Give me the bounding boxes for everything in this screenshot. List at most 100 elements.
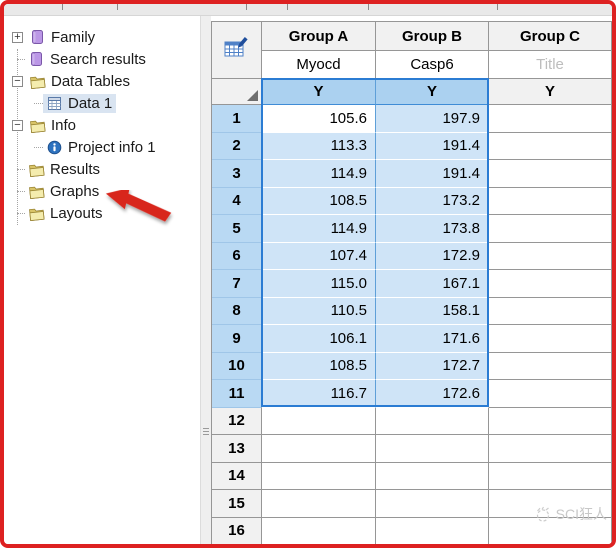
data-cell[interactable] — [262, 490, 376, 518]
column-header-group-a[interactable]: Group A — [262, 22, 376, 51]
data-cell[interactable] — [262, 407, 376, 435]
sidebar-item-body[interactable]: Results — [25, 160, 104, 179]
data-cell[interactable] — [489, 380, 612, 408]
row-header[interactable]: 15 — [212, 490, 262, 518]
data-cell[interactable] — [489, 297, 612, 325]
table-properties-button[interactable] — [212, 22, 262, 79]
data-cell[interactable]: 167.1 — [376, 270, 489, 298]
sidebar-item-layouts[interactable]: Layouts — [4, 202, 200, 224]
select-all-corner[interactable] — [212, 79, 262, 105]
sidebar-item-project-info-1[interactable]: Project info 1 — [4, 136, 200, 158]
data-cell[interactable] — [489, 435, 612, 463]
sidebar-item-body[interactable]: Family — [26, 28, 99, 47]
splitter-grip-icon[interactable] — [203, 426, 209, 437]
sidebar-item-body[interactable]: Search results — [25, 50, 150, 69]
data-cell[interactable]: 108.5 — [262, 187, 376, 215]
sidebar-item-data-1[interactable]: Data 1 — [4, 92, 200, 114]
row-header[interactable]: 2 — [212, 132, 262, 160]
data-cell[interactable] — [262, 462, 376, 490]
sidebar-item-body[interactable]: Project info 1 — [43, 138, 160, 157]
data-cell[interactable] — [376, 462, 489, 490]
column-subtitle-group-a[interactable]: Myocd — [262, 51, 376, 79]
row-header[interactable]: 7 — [212, 270, 262, 298]
row-header[interactable]: 10 — [212, 352, 262, 380]
data-cell[interactable]: 114.9 — [262, 215, 376, 243]
sidebar-item-family[interactable]: + Family — [4, 26, 200, 48]
data-cell[interactable]: 172.6 — [376, 380, 489, 408]
folder-icon — [28, 117, 46, 133]
sidebar-item-results[interactable]: Results — [4, 158, 200, 180]
row-header[interactable]: 11 — [212, 380, 262, 408]
data-cell[interactable]: 173.8 — [376, 215, 489, 243]
row-header[interactable]: 9 — [212, 325, 262, 353]
data-cell[interactable]: 114.9 — [262, 160, 376, 188]
data-cell[interactable] — [489, 352, 612, 380]
data-cell[interactable]: 113.3 — [262, 132, 376, 160]
data-cell[interactable]: 172.7 — [376, 352, 489, 380]
data-cell[interactable] — [489, 215, 612, 243]
row-header[interactable]: 4 — [212, 187, 262, 215]
data-cell[interactable] — [489, 160, 612, 188]
data-cell[interactable] — [376, 407, 489, 435]
data-cell[interactable] — [262, 435, 376, 463]
data-cell[interactable] — [376, 517, 489, 544]
pane-splitter[interactable] — [200, 16, 211, 544]
data-cell[interactable]: 171.6 — [376, 325, 489, 353]
row-header[interactable]: 12 — [212, 407, 262, 435]
sidebar-item-graphs[interactable]: Graphs — [4, 180, 200, 202]
collapse-box-icon[interactable]: − — [12, 75, 23, 87]
sidebar-item-data-tables[interactable]: − Data Tables — [4, 70, 200, 92]
data-cell[interactable] — [489, 407, 612, 435]
data-cell[interactable] — [489, 325, 612, 353]
sidebar-item-body[interactable]: Data 1 — [43, 93, 117, 113]
row-header[interactable]: 5 — [212, 215, 262, 243]
collapse-box-icon[interactable]: − — [12, 119, 23, 131]
data-cell[interactable]: 173.2 — [376, 187, 489, 215]
data-cell[interactable] — [262, 517, 376, 544]
data-cell[interactable] — [489, 105, 612, 133]
column-header-group-b[interactable]: Group B — [376, 22, 489, 51]
row-header[interactable]: 13 — [212, 435, 262, 463]
data-cell[interactable]: 107.4 — [262, 242, 376, 270]
data-cell[interactable] — [489, 490, 612, 518]
expand-box-icon[interactable]: + — [12, 31, 23, 43]
data-cell[interactable]: 110.5 — [262, 297, 376, 325]
data-cell[interactable]: 191.4 — [376, 160, 489, 188]
data-cell[interactable]: 197.9 — [376, 105, 489, 133]
column-header-group-c[interactable]: Group C — [489, 22, 612, 51]
y-header-group-a[interactable]: Y — [262, 79, 376, 105]
table-edit-icon — [223, 36, 250, 64]
row-header[interactable]: 8 — [212, 297, 262, 325]
y-header-group-b[interactable]: Y — [376, 79, 489, 105]
data-cell[interactable]: 108.5 — [262, 352, 376, 380]
row-header[interactable]: 14 — [212, 462, 262, 490]
sidebar-item-search-results[interactable]: Search results — [4, 48, 200, 70]
data-cell[interactable] — [489, 517, 612, 544]
row-header[interactable]: 16 — [212, 517, 262, 544]
data-cell[interactable]: 158.1 — [376, 297, 489, 325]
data-cell[interactable] — [376, 490, 489, 518]
column-subtitle-group-b[interactable]: Casp6 — [376, 51, 489, 79]
sidebar-item-body[interactable]: Info — [26, 116, 80, 135]
sidebar-item-body[interactable]: Layouts — [25, 204, 107, 223]
data-cell[interactable]: 115.0 — [262, 270, 376, 298]
data-cell[interactable] — [489, 242, 612, 270]
column-subtitle-group-c[interactable]: Title — [489, 51, 612, 79]
data-cell[interactable] — [489, 187, 612, 215]
sidebar-item-body[interactable]: Data Tables — [26, 72, 134, 91]
row-header[interactable]: 6 — [212, 242, 262, 270]
data-cell[interactable] — [489, 462, 612, 490]
data-cell[interactable]: 191.4 — [376, 132, 489, 160]
data-cell[interactable] — [489, 132, 612, 160]
data-cell[interactable]: 105.6 — [262, 105, 376, 133]
data-cell[interactable] — [376, 435, 489, 463]
row-header[interactable]: 3 — [212, 160, 262, 188]
data-cell[interactable]: 172.9 — [376, 242, 489, 270]
sidebar-item-body[interactable]: Graphs — [25, 182, 103, 201]
y-header-group-c[interactable]: Y — [489, 79, 612, 105]
data-cell[interactable] — [489, 270, 612, 298]
data-cell[interactable]: 106.1 — [262, 325, 376, 353]
row-header[interactable]: 1 — [212, 105, 262, 133]
sidebar-item-info[interactable]: − Info — [4, 114, 200, 136]
data-cell[interactable]: 116.7 — [262, 380, 376, 408]
